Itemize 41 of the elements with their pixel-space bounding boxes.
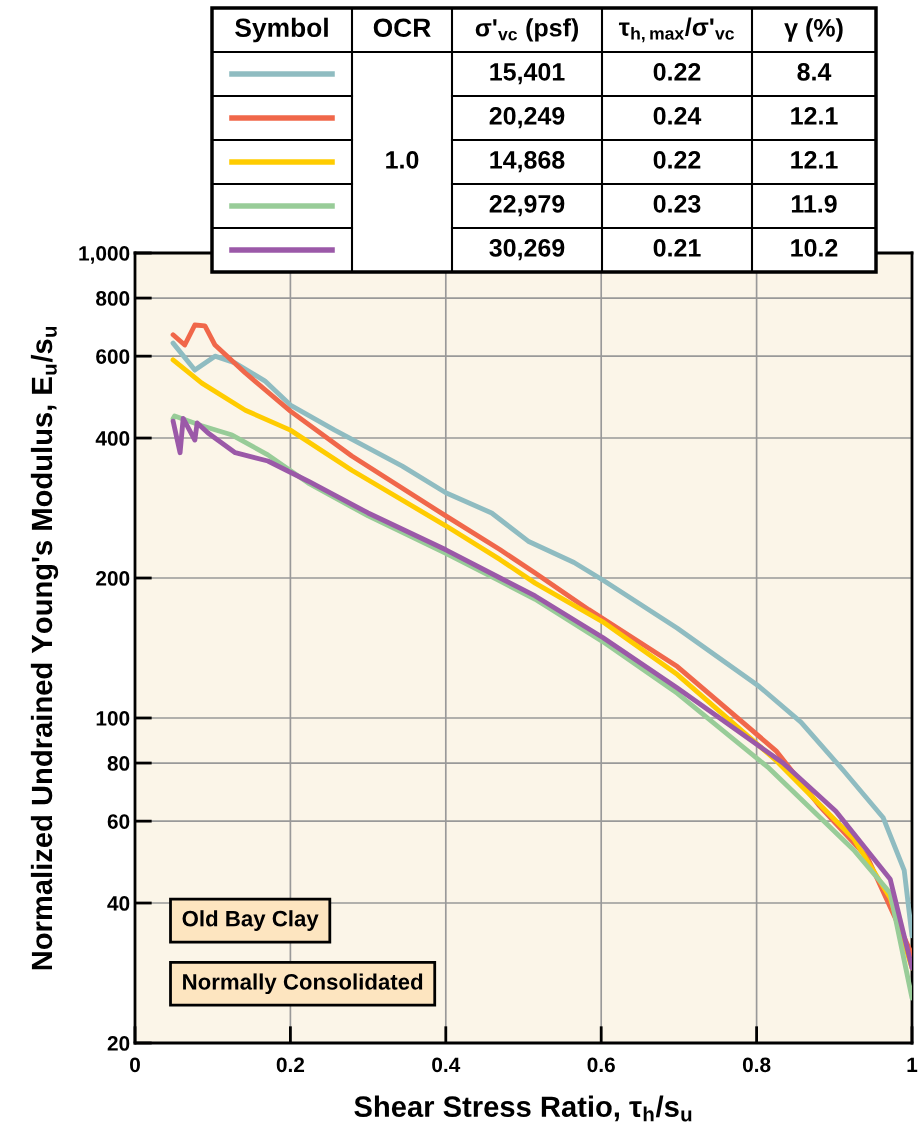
text: 20,249 [489, 107, 565, 129]
text: Symbol [235, 17, 328, 43]
y-tick-label: 80 [107, 756, 130, 771]
text: 22,979 [489, 195, 565, 217]
text: γ (%) [784, 18, 843, 42]
x-tick-label: 0 [130, 1057, 140, 1073]
text: 12.1 [791, 151, 838, 169]
y-tick-label: 100 [96, 710, 130, 726]
annotation: Old Bay Clay [182, 910, 319, 931]
text: 0.23 [653, 195, 701, 213]
x-tick-label: 0.2 [276, 1057, 305, 1073]
y-tick-label: 60 [107, 814, 130, 829]
y-tick-label: 40 [107, 896, 130, 911]
x-tick-label: 0.4 [432, 1057, 461, 1073]
x-axis-title: Shear Stress Ratio, τ$_{h}$/s$_{u}$ [354, 1095, 692, 1122]
y-tick-label: 1,000 [79, 246, 130, 264]
text: σ'$_{vc}$ (psf) [475, 18, 579, 42]
text: 0.22 [653, 151, 701, 169]
x-tick-label: 1 [907, 1057, 918, 1072]
y-tick-label: 20 [107, 1036, 130, 1051]
y-tick-label: 800 [96, 291, 130, 306]
annotation: 0.21 [653, 239, 701, 257]
text: 15,401 [490, 63, 565, 85]
annotation: Normally Consolidated [183, 973, 423, 995]
text: 8.4 [797, 63, 832, 81]
text: 12.1 [791, 107, 838, 125]
annotation: 10.2 [791, 239, 838, 257]
text: 0.22 [653, 63, 701, 81]
y-tick-label: 600 [96, 349, 130, 364]
text: 11.9 [791, 195, 837, 213]
y-axis-title: Normalized Undrained Young's Modulus, E$_{u}$/s$_{u}$ [30, 326, 59, 970]
text: 1.0 [386, 151, 419, 169]
y-tick-label: 400 [95, 431, 130, 446]
annotation: 30,269 [489, 239, 565, 261]
text: τ$_{h,max}$/σ'$_{vc}$ [618, 17, 734, 43]
y-tick-label: 200 [96, 571, 130, 586]
x-tick-label: 0.8 [742, 1057, 771, 1073]
text: 14,868 [490, 151, 565, 173]
x-tick-label: 0.6 [587, 1057, 615, 1073]
text: OCR [373, 18, 431, 38]
text: 0.24 [653, 107, 702, 125]
